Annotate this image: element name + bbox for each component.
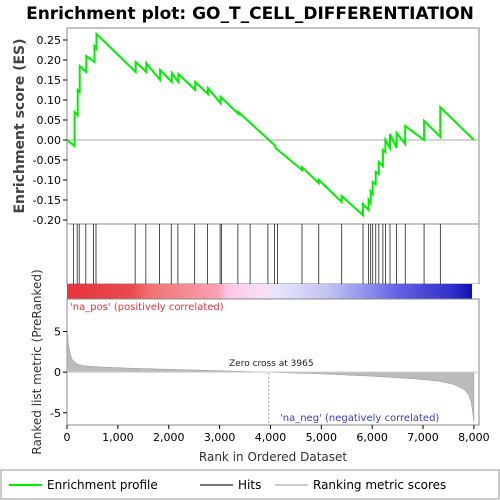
hits-panel-frame — [66, 223, 480, 285]
es-panel-frame — [66, 27, 480, 225]
ranking-metric-area — [66, 315, 475, 423]
correlation-color-bar — [67, 284, 472, 299]
color-bar-end — [472, 284, 479, 299]
ranking-panel-frame — [66, 298, 480, 426]
es-tick-label: -0.10 — [33, 174, 61, 187]
metric-tick-label: 0 — [54, 366, 61, 379]
x-tick-label: 1,000 — [102, 431, 134, 444]
legend-label-enrichment: Enrichment profile — [47, 478, 158, 492]
rank-x-axis: 0 1,000 2,000 3,000 4,000 5,000 6,000 7,000 8,00… — [64, 425, 490, 444]
zero-cross-label: Zero cross at 3965 — [229, 359, 314, 369]
chart-title: Enrichment plot: GO_T_CELL_DIFFERENTIATI… — [26, 4, 474, 24]
es-axis: 0.25 0.20 0.15 0.10 0.05 0.00 -0.05 -0.10 -0.15 -… — [33, 34, 67, 227]
enrichment-profile-line — [66, 31, 475, 218]
es-tick-label: -0.15 — [33, 194, 61, 207]
es-tick-label: 0.20 — [37, 54, 62, 67]
es-tick-label: 0.25 — [37, 34, 62, 47]
es-tick-label: 0.10 — [37, 94, 62, 107]
metric-tick-label: -5 — [50, 407, 61, 420]
metric-y-axis: 5 0 -5 — [50, 326, 67, 420]
x-tick-label: 8,000 — [458, 431, 490, 444]
x-tick-label: 3,000 — [204, 431, 236, 444]
metric-y-axis-label: Ranked list metric (PreRanked) — [30, 269, 44, 454]
es-tick-label: 0.00 — [37, 134, 62, 147]
hits-marks — [73, 224, 441, 284]
x-tick-label: 4,000 — [255, 431, 287, 444]
es-tick-label: -0.20 — [33, 214, 61, 227]
positive-correlation-label: 'na_pos' (positively correlated) — [70, 302, 224, 313]
es-tick-label: -0.05 — [33, 154, 61, 167]
es-tick-label: 0.05 — [37, 114, 62, 127]
legend-label-hits: Hits — [238, 478, 261, 492]
metric-tick-label: 5 — [54, 326, 61, 339]
rank-x-axis-label: Rank in Ordered Dataset — [199, 450, 347, 464]
negative-correlation-label: 'na_neg' (negatively correlated) — [280, 413, 439, 424]
x-tick-label: 0 — [64, 431, 71, 444]
x-tick-label: 2,000 — [153, 431, 185, 444]
legend-label-ranking: Ranking metric scores — [313, 478, 446, 492]
es-y-axis-label: Enrichment score (ES) — [12, 38, 28, 213]
x-tick-label: 7,000 — [407, 431, 439, 444]
x-tick-label: 5,000 — [306, 431, 338, 444]
legend-box — [0, 469, 500, 500]
es-tick-label: 0.15 — [37, 74, 62, 87]
x-tick-label: 6,000 — [356, 431, 388, 444]
